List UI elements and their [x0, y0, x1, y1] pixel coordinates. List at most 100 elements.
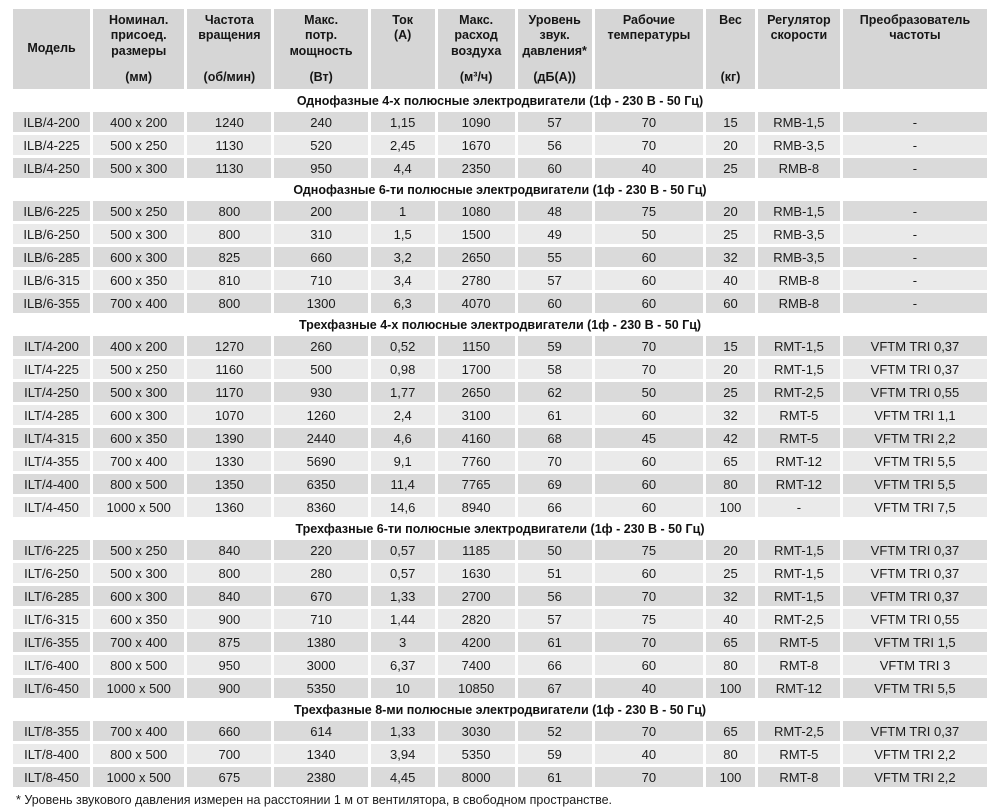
table-cell: 1090 — [437, 112, 515, 132]
table-cell: 2350 — [437, 158, 515, 178]
col-header-unit: (кг) — [720, 69, 741, 84]
col-header-unit: (об/мин) — [203, 69, 256, 84]
model-cell: ILT/6-225 — [13, 540, 91, 560]
table-row: ILT/6-285 600 x 300 840 670 1,33 2700 56 70 32 RM… — [13, 586, 987, 606]
table-cell: 52 — [517, 721, 592, 741]
table-cell: 4200 — [437, 632, 515, 652]
table-cell: 600 x 350 — [93, 609, 185, 629]
table-cell: 80 — [706, 474, 755, 494]
table-cell: VFTM TRI 2,2 — [842, 428, 987, 448]
section-header-row: Однофазные 6-ти полюсные электродвигател… — [13, 181, 987, 198]
table-cell: 60 — [594, 270, 704, 290]
table-cell: 57 — [517, 609, 592, 629]
table-cell: 1350 — [187, 474, 272, 494]
table-cell: 1260 — [274, 405, 368, 425]
table-cell: - — [842, 270, 987, 290]
col-header-temperature: Рабочие температуры — [594, 9, 704, 89]
section-header-row: Трехфазные 8-ми полюсные электродвигател… — [13, 701, 987, 718]
footnote: * Уровень звукового давления измерен на … — [16, 793, 613, 807]
table-cell: VFTM TRI 5,5 — [842, 451, 987, 471]
table-row: ILB/6-355 700 x 400 800 1300 6,3 4070 60 60 60 RM… — [13, 293, 987, 313]
table-cell: 60 — [594, 563, 704, 583]
table-cell: 1185 — [437, 540, 515, 560]
col-header-unit: (м³/ч) — [459, 69, 493, 84]
table-cell: 825 — [187, 247, 272, 267]
table-cell: 61 — [517, 632, 592, 652]
table-cell: 1000 x 500 — [93, 767, 185, 787]
table-cell: 1,15 — [370, 112, 435, 132]
model-cell: ILT/8-450 — [13, 767, 91, 787]
table-row: ILT/4-315 600 x 350 1390 2440 4,6 4160 68 45 42 R… — [13, 428, 987, 448]
table-cell: 5350 — [437, 744, 515, 764]
table-cell: 1160 — [187, 359, 272, 379]
table-cell: 1380 — [274, 632, 368, 652]
table-cell: 15 — [706, 336, 755, 356]
table-cell: 75 — [594, 201, 704, 221]
table-cell: 65 — [706, 632, 755, 652]
table-cell: VFTM TRI 5,5 — [842, 678, 987, 698]
table-cell: 1130 — [187, 158, 272, 178]
col-header-unit: (мм) — [125, 69, 153, 84]
table-cell: 840 — [187, 586, 272, 606]
table-cell: 60 — [517, 158, 592, 178]
table-cell: 260 — [274, 336, 368, 356]
table-cell: RMT-1,5 — [757, 359, 840, 379]
table-cell: 50 — [517, 540, 592, 560]
table-row: ILT/4-400 800 x 500 1350 6350 11,4 7765 69 60 80… — [13, 474, 987, 494]
table-cell: 710 — [274, 270, 368, 290]
table-cell: 70 — [594, 767, 704, 787]
model-cell: ILT/6-315 — [13, 609, 91, 629]
table-cell: - — [842, 158, 987, 178]
table-cell: 57 — [517, 270, 592, 290]
table-cell: RMT-8 — [757, 655, 840, 675]
table-cell: 20 — [706, 540, 755, 560]
section-header-row: Трехфазные 4-х полюсные электродвигатели… — [13, 316, 987, 333]
table-cell: 55 — [517, 247, 592, 267]
table-row: ILT/6-355 700 x 400 875 1380 3 4200 61 70 65 RMT-… — [13, 632, 987, 652]
table-cell: 25 — [706, 224, 755, 244]
table-row: ILB/6-315 600 x 350 810 710 3,4 2780 57 60 40 RMB… — [13, 270, 987, 290]
table-cell: 3000 — [274, 655, 368, 675]
table-cell: 7765 — [437, 474, 515, 494]
table-cell: 0,98 — [370, 359, 435, 379]
table-cell: 280 — [274, 563, 368, 583]
table-cell: 9,1 — [370, 451, 435, 471]
table-cell: VFTM TRI 2,2 — [842, 767, 987, 787]
table-cell: 500 — [274, 359, 368, 379]
table-cell: VFTM TRI 0,37 — [842, 721, 987, 741]
table-row: ILT/8-400 800 x 500 700 1340 3,94 5350 59 40 80 R… — [13, 744, 987, 764]
table-cell: 400 x 200 — [93, 336, 185, 356]
table-cell: 45 — [594, 428, 704, 448]
table-cell: RMT-5 — [757, 632, 840, 652]
table-row: ILT/4-250 500 x 300 1170 930 1,77 2650 62 50 25 R… — [13, 382, 987, 402]
col-header-model: Модель — [13, 9, 91, 89]
table-cell: RMB-8 — [757, 158, 840, 178]
table-cell: - — [842, 135, 987, 155]
table-cell: RMT-2,5 — [757, 609, 840, 629]
table-cell: 25 — [706, 158, 755, 178]
model-cell: ILB/6-225 — [13, 201, 91, 221]
section-header-row: Трехфазные 6-ти полюсные электродвигател… — [13, 520, 987, 537]
table-cell: 50 — [594, 224, 704, 244]
table-cell: 1070 — [187, 405, 272, 425]
table-cell: 220 — [274, 540, 368, 560]
table-cell: 1,77 — [370, 382, 435, 402]
table-cell: 70 — [594, 632, 704, 652]
table-cell: 58 — [517, 359, 592, 379]
table-cell: RMB-8 — [757, 293, 840, 313]
table-row: ILT/8-450 1000 x 500 675 2380 4,45 8000 61 70 10… — [13, 767, 987, 787]
table-cell: 2780 — [437, 270, 515, 290]
table-cell: 2700 — [437, 586, 515, 606]
col-header-noise: Уровень звук. давления* (дБ(А)) — [517, 9, 592, 89]
model-cell: ILT/4-200 — [13, 336, 91, 356]
table-cell: 80 — [706, 744, 755, 764]
table-cell: 500 x 250 — [93, 135, 185, 155]
table-cell: 66 — [517, 497, 592, 517]
table-cell: 1150 — [437, 336, 515, 356]
table-cell: 840 — [187, 540, 272, 560]
model-cell: ILT/6-285 — [13, 586, 91, 606]
table-cell: 930 — [274, 382, 368, 402]
table-cell: 1670 — [437, 135, 515, 155]
model-cell: ILB/6-250 — [13, 224, 91, 244]
table-cell: 3,94 — [370, 744, 435, 764]
